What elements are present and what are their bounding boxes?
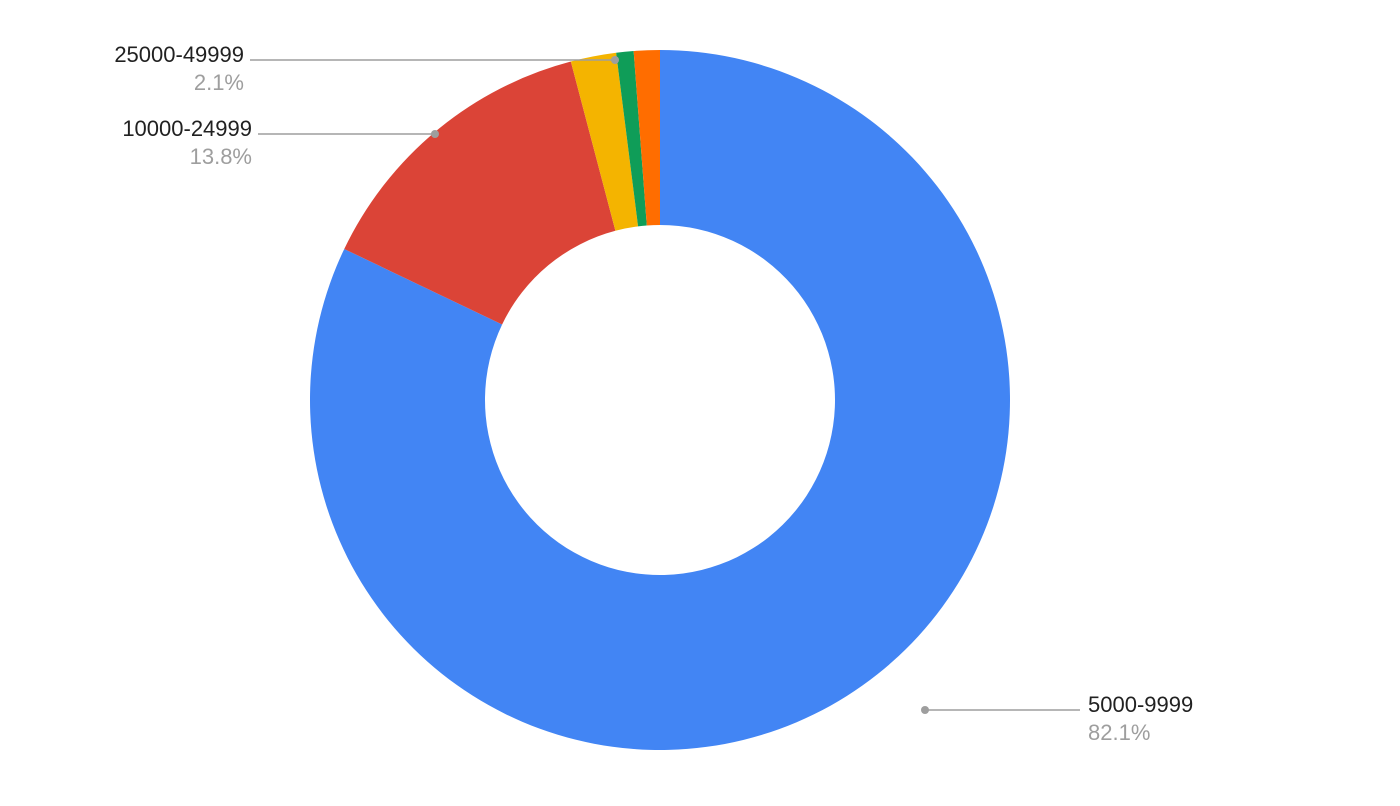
slice-label-value: 2.1% <box>194 70 244 95</box>
leader-dot <box>431 130 439 138</box>
slice-label-value: 82.1% <box>1088 720 1150 745</box>
donut-chart-svg: 25000-49999 2.1% 10000-24999 13.8% 5000-9999… <box>0 0 1400 806</box>
donut-chart: 25000-49999 2.1% 10000-24999 13.8% 5000-9999… <box>0 0 1400 806</box>
slice-label-title: 10000-24999 <box>122 116 252 141</box>
slice-label-value: 13.8% <box>190 144 252 169</box>
leader-dot <box>921 706 929 714</box>
slice-label-title: 25000-49999 <box>114 42 244 67</box>
slice-label-title: 5000-9999 <box>1088 692 1193 717</box>
leader-dot <box>611 56 619 64</box>
